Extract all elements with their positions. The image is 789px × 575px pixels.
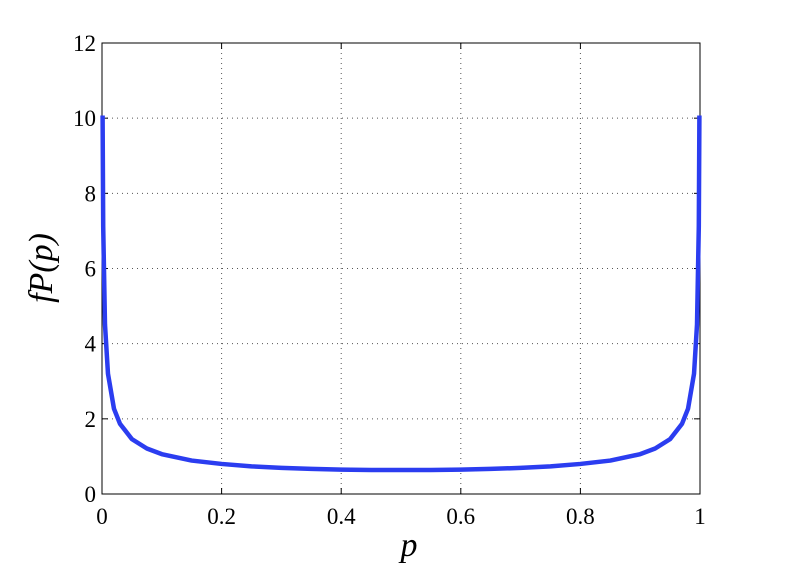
plot-frame [101,42,701,495]
y-tick-label: 4 [85,332,97,357]
series-line [100,115,702,473]
y-tick-label: 6 [85,257,97,282]
x-tick-label: 0.2 [207,504,236,529]
x-tick-label: 0.4 [327,504,356,529]
y-axis-label: fP(p) [23,233,60,303]
y-tick-label: 12 [73,31,96,56]
x-tick-label: 0.6 [446,504,475,529]
y-tick-label: 10 [73,106,96,131]
x-tick-label: 0.8 [566,504,595,529]
y-tick-label: 2 [85,407,97,432]
x-tick-label: 0 [96,504,108,529]
y-tick-label: 0 [85,482,97,507]
y-tick-label: 8 [85,181,97,206]
x-axis-label: p [399,527,418,564]
x-tick-label: 1 [694,504,706,529]
